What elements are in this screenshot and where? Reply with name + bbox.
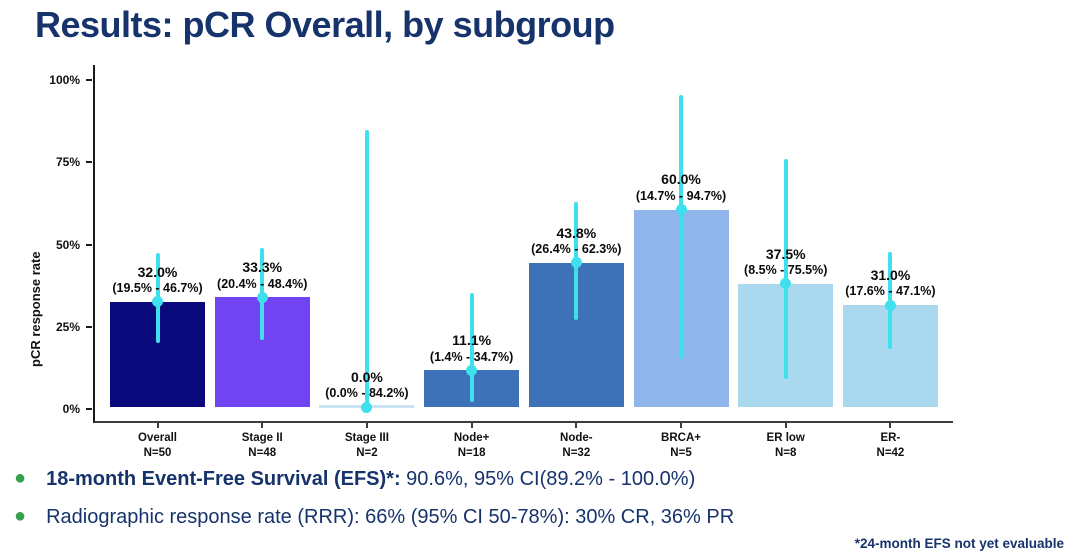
point-marker — [256, 291, 268, 303]
x-axis-category-label: ER low N=8 — [766, 432, 805, 459]
y-axis-tick — [86, 243, 92, 246]
data-label-value: 37.5% — [765, 245, 806, 262]
x-axis-tick — [156, 421, 159, 428]
x-axis-category-label: Node+ N=18 — [453, 432, 490, 459]
data-label-ci: (20.4% - 48.4%) — [217, 276, 308, 291]
point-marker — [884, 299, 896, 311]
y-axis-tick — [86, 325, 92, 328]
bar-column: 37.5% (8.5% - 75.5%) ER low N=8 — [738, 65, 834, 459]
bullet-dot-icon: ● — [14, 467, 27, 489]
point-marker — [570, 257, 582, 269]
data-label: 11.1% (1.4% - 34.7%) — [430, 332, 513, 365]
y-axis-tick-label: 0% — [62, 402, 80, 416]
data-label-ci: (26.4% - 62.3%) — [531, 242, 622, 257]
bullet-efs-bold: 18-month Event-Free Survival (EFS)*: — [46, 468, 401, 490]
data-label-value: 0.0% — [350, 368, 383, 385]
bar-column: 11.1% (1.4% - 34.7%) Node+ N=18 — [424, 65, 520, 459]
data-label: 60.0% (14.7% - 94.7%) — [636, 171, 726, 204]
data-label: 0.0% (0.0% - 84.2%) — [325, 369, 408, 402]
x-axis-tick — [365, 421, 368, 428]
bullet-efs: ● 18-month Event-Free Survival (EFS)*: 9… — [14, 468, 914, 491]
data-label: 43.8% (26.4% - 62.3%) — [531, 225, 621, 258]
x-axis-tick — [261, 421, 264, 428]
x-axis-category-label: BRCA+ N=5 — [661, 432, 701, 459]
data-label-value: 11.1% — [452, 332, 492, 349]
bullet-rrr-text: Radiographic response rate (RRR): 66% (9… — [46, 506, 735, 528]
y-axis-tick-label: 100% — [49, 73, 80, 87]
bar-column: 60.0% (14.7% - 94.7%) BRCA+ N=5 — [633, 65, 729, 459]
data-label-value: 32.0% — [137, 263, 178, 280]
data-label: 33.3% (20.4% - 48.4%) — [217, 259, 307, 292]
x-axis-category-label: Stage II N=48 — [241, 432, 283, 459]
data-label-value: 31.0% — [870, 266, 911, 283]
bullet-rrr: ● Radiographic response rate (RRR): 66% … — [14, 506, 914, 529]
bullet-efs-text: 90.6%, 95% CI(89.2% - 100.0%) — [400, 468, 696, 490]
x-axis-tick — [889, 421, 892, 428]
data-label-ci: (8.5% - 75.5%) — [744, 263, 828, 277]
x-axis-category-label: Node- N=32 — [560, 432, 593, 459]
page-title: Results: pCR Overall, by subgroup — [35, 4, 615, 45]
data-label: 32.0% (19.5% - 46.7%) — [112, 264, 202, 297]
error-bar — [679, 95, 684, 359]
y-axis-tick-label: 50% — [55, 237, 80, 252]
summary-bullets: ● 18-month Event-Free Survival (EFS)*: 9… — [14, 468, 914, 544]
y-axis-tick — [86, 79, 92, 81]
x-axis-tick — [680, 421, 683, 428]
x-axis-tick — [575, 421, 578, 428]
bar-column: 33.3% (20.4% - 48.4%) Stage II N=48 — [214, 65, 310, 459]
data-label-value: 43.8% — [556, 224, 597, 241]
data-label: 37.5% (8.5% - 75.5%) — [744, 246, 827, 279]
y-axis-label: pCR response rate — [28, 251, 43, 367]
error-bar — [783, 158, 788, 380]
bar-column: 0.0% (0.0% - 84.2%) Stage III N=2 — [319, 65, 415, 459]
error-bar — [364, 129, 369, 407]
data-label-value: 60.0% — [661, 171, 701, 188]
x-axis-tick — [784, 421, 787, 428]
data-label-ci: (14.7% - 94.7%) — [635, 188, 727, 203]
data-label: 31.0% (17.6% - 47.1%) — [845, 267, 935, 300]
error-bar — [469, 292, 474, 403]
data-label-ci: (0.0% - 84.2%) — [325, 386, 409, 401]
x-axis-category-label: Stage III N=2 — [344, 432, 389, 459]
y-axis-tick — [86, 408, 92, 410]
point-marker — [675, 204, 687, 216]
bullet-dot-icon: ● — [14, 505, 27, 527]
plot-area: 32.0% (19.5% - 46.7%) Overall N=50 33.3% (20.… — [93, 65, 953, 459]
x-axis-category-label: Overall N=50 — [138, 432, 177, 459]
y-axis-tick-label: 75% — [55, 155, 80, 170]
data-label-ci: (1.4% - 34.7%) — [429, 349, 514, 364]
footnote: *24-month EFS not yet evaluable — [854, 536, 1064, 551]
x-axis-category-label: ER- N=42 — [876, 432, 905, 459]
x-axis-tick — [470, 421, 473, 428]
data-label-ci: (19.5% - 46.7%) — [112, 281, 203, 296]
y-axis-tick-label: 25% — [55, 319, 80, 334]
point-marker — [466, 364, 478, 376]
bar-column: 43.8% (26.4% - 62.3%) Node- N=32 — [528, 65, 624, 459]
bar-column: 32.0% (19.5% - 46.7%) Overall N=50 — [110, 65, 205, 459]
point-marker — [152, 296, 163, 308]
point-marker — [361, 401, 373, 413]
pcr-bar-chart: pCR response rate 32.0% (19.5% - 46.7%) Ov… — [0, 60, 1080, 462]
bar-column: 31.0% (17.6% - 47.1%) ER- N=42 — [842, 65, 938, 459]
point-marker — [780, 278, 792, 290]
y-axis-tick — [86, 161, 92, 164]
data-label-ci: (17.6% - 47.1%) — [845, 284, 936, 299]
data-label-value: 33.3% — [242, 259, 283, 276]
